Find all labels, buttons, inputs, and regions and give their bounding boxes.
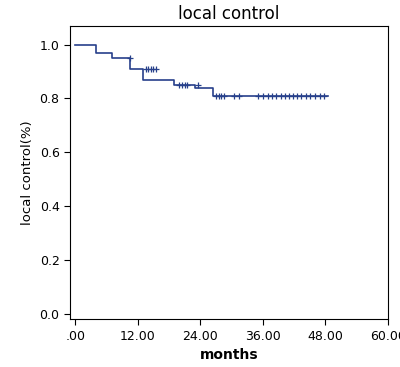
Y-axis label: local control(%): local control(%) <box>21 120 34 225</box>
X-axis label: months: months <box>200 348 258 362</box>
Title: local control: local control <box>178 5 280 23</box>
